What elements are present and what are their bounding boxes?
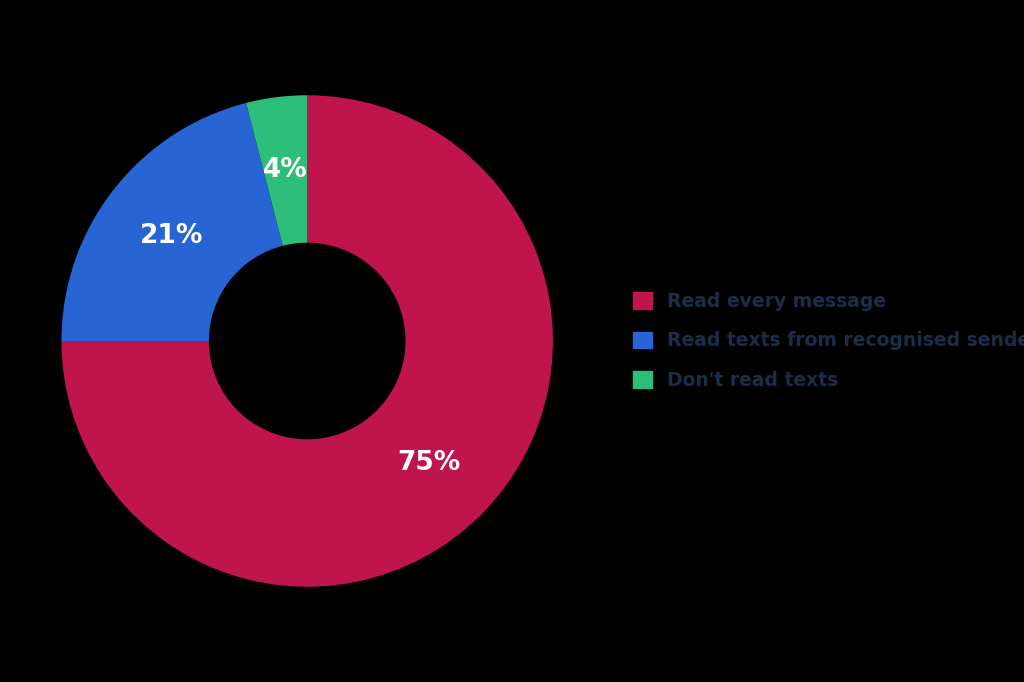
Wedge shape: [61, 95, 553, 587]
Wedge shape: [246, 95, 307, 246]
Text: 4%: 4%: [263, 158, 308, 183]
Legend: Read every message, Read texts from recognised senders, Don't read texts: Read every message, Read texts from reco…: [624, 282, 1024, 400]
Text: 75%: 75%: [397, 449, 461, 475]
Text: 21%: 21%: [139, 222, 203, 248]
Wedge shape: [61, 103, 283, 341]
